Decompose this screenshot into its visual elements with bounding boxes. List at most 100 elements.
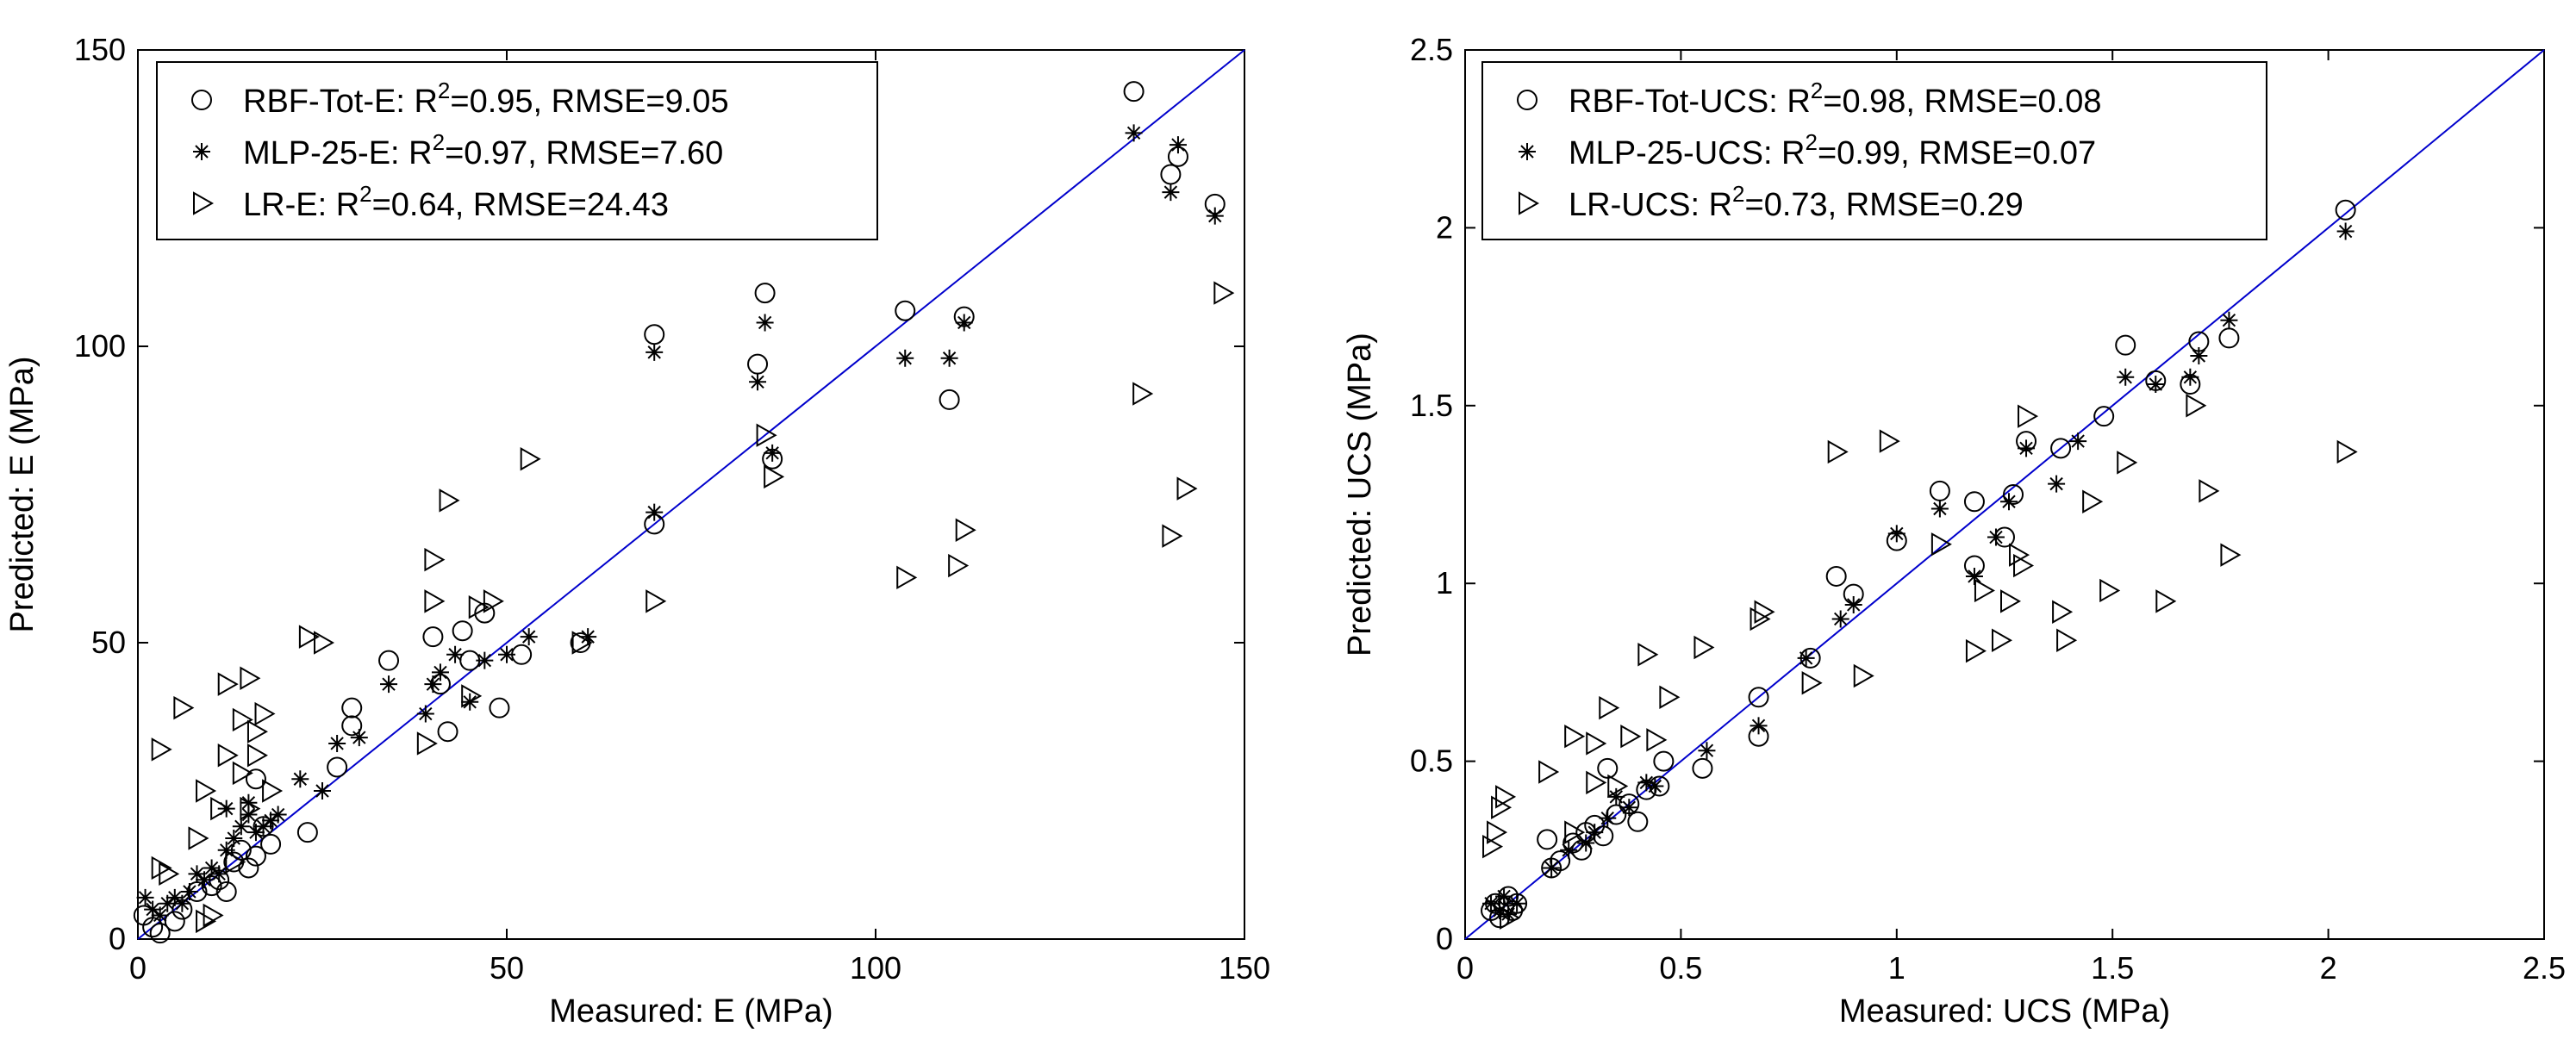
legend-marker bbox=[1519, 143, 1536, 160]
data-point bbox=[1748, 687, 1769, 708]
data-point bbox=[188, 865, 206, 883]
data-point bbox=[955, 314, 973, 332]
data-point bbox=[350, 729, 368, 747]
data-point bbox=[424, 589, 446, 613]
data-point bbox=[1162, 524, 1183, 548]
data-point bbox=[2048, 475, 2066, 493]
chart-e: 0 50 100 150 0 50 100 150 Measured: E (MPa) Predi… bbox=[4, 32, 1270, 1030]
x-tick-label: 100 bbox=[850, 950, 901, 986]
data-point bbox=[1482, 834, 1504, 859]
data-point bbox=[644, 324, 665, 345]
data-point bbox=[1176, 476, 1198, 501]
x-tick-label: 1 bbox=[1888, 950, 1905, 986]
data-point bbox=[1659, 685, 1681, 710]
data-point bbox=[180, 882, 198, 900]
data-point bbox=[1482, 894, 1500, 912]
series-MLP-25-UCS bbox=[1482, 222, 2355, 924]
data-point bbox=[217, 743, 239, 768]
data-point bbox=[378, 650, 400, 671]
data-point bbox=[238, 857, 259, 879]
data-point bbox=[489, 697, 510, 719]
data-point bbox=[196, 871, 214, 889]
data-point bbox=[424, 675, 442, 694]
data-point bbox=[1577, 834, 1595, 852]
data-point bbox=[476, 651, 494, 669]
data-point bbox=[1620, 799, 1638, 817]
y-axis-label: Predicted: UCS (MPa) bbox=[1342, 333, 1378, 656]
data-point bbox=[232, 761, 253, 786]
data-point bbox=[1599, 809, 1617, 827]
data-point bbox=[939, 389, 960, 410]
data-point bbox=[1495, 887, 1513, 905]
legend-marker bbox=[193, 143, 210, 160]
data-point bbox=[245, 845, 266, 867]
legend-label: LR-E: R2=0.64, RMSE=24.43 bbox=[243, 181, 669, 223]
data-point bbox=[2117, 451, 2138, 475]
data-point bbox=[764, 464, 785, 489]
data-point bbox=[246, 824, 265, 842]
data-point bbox=[225, 849, 246, 874]
data-point bbox=[1637, 774, 1656, 792]
y-axis-label: Predicted: E (MPa) bbox=[4, 357, 41, 633]
data-point bbox=[754, 283, 776, 304]
data-point bbox=[416, 731, 438, 756]
data-point bbox=[1560, 841, 1578, 859]
data-point bbox=[1586, 824, 1604, 842]
data-point bbox=[151, 906, 169, 924]
y-tick-label: 0 bbox=[1436, 921, 1453, 956]
data-point bbox=[1930, 532, 1952, 557]
data-point bbox=[232, 818, 250, 836]
data-point bbox=[2117, 368, 2135, 386]
data-point bbox=[314, 631, 335, 655]
data-point bbox=[1491, 795, 1513, 819]
data-point bbox=[1537, 829, 1558, 850]
data-point bbox=[196, 779, 217, 803]
data-point bbox=[2190, 347, 2208, 365]
data-point bbox=[422, 626, 444, 648]
data-point bbox=[151, 737, 172, 762]
data-point bbox=[1930, 500, 1949, 518]
data-point bbox=[1607, 787, 1625, 806]
data-point bbox=[1487, 820, 1508, 844]
x-tick-label: 2.5 bbox=[2523, 950, 2566, 986]
data-point bbox=[498, 645, 515, 663]
data-point bbox=[416, 705, 434, 723]
data-point bbox=[1543, 859, 1561, 877]
data-point bbox=[1965, 638, 1987, 663]
data-point bbox=[151, 855, 172, 880]
data-point bbox=[159, 862, 180, 887]
data-point bbox=[1965, 567, 1983, 585]
data-point bbox=[210, 865, 228, 883]
legend-marker bbox=[193, 191, 215, 215]
data-point bbox=[2186, 394, 2207, 418]
plot-frame bbox=[137, 49, 1245, 940]
data-point bbox=[1564, 820, 1586, 844]
data-point bbox=[1495, 785, 1517, 809]
data-point bbox=[1646, 777, 1664, 795]
data-point bbox=[520, 446, 541, 471]
data-point bbox=[646, 343, 664, 361]
data-point bbox=[1586, 731, 1607, 756]
data-point bbox=[165, 888, 184, 906]
data-point bbox=[1827, 439, 1849, 464]
data-point bbox=[144, 900, 162, 918]
series-LR-E bbox=[151, 281, 1235, 934]
data-point bbox=[240, 666, 261, 691]
data-point bbox=[452, 620, 473, 642]
data-point bbox=[1162, 184, 1180, 202]
data-point bbox=[1538, 760, 1560, 784]
data-point bbox=[210, 796, 232, 821]
data-point bbox=[431, 663, 449, 681]
data-point bbox=[1750, 607, 1771, 631]
data-point bbox=[424, 547, 446, 572]
data-point bbox=[747, 353, 769, 375]
x-tick-label: 2 bbox=[2320, 950, 2337, 986]
data-point bbox=[2155, 589, 2177, 613]
data-point bbox=[1698, 742, 1716, 760]
data-point bbox=[1206, 207, 1224, 225]
data-point bbox=[646, 589, 667, 613]
data-point bbox=[1564, 724, 1586, 749]
data-point bbox=[2018, 439, 2036, 457]
data-point bbox=[1123, 81, 1145, 103]
data-point bbox=[2052, 600, 2074, 624]
